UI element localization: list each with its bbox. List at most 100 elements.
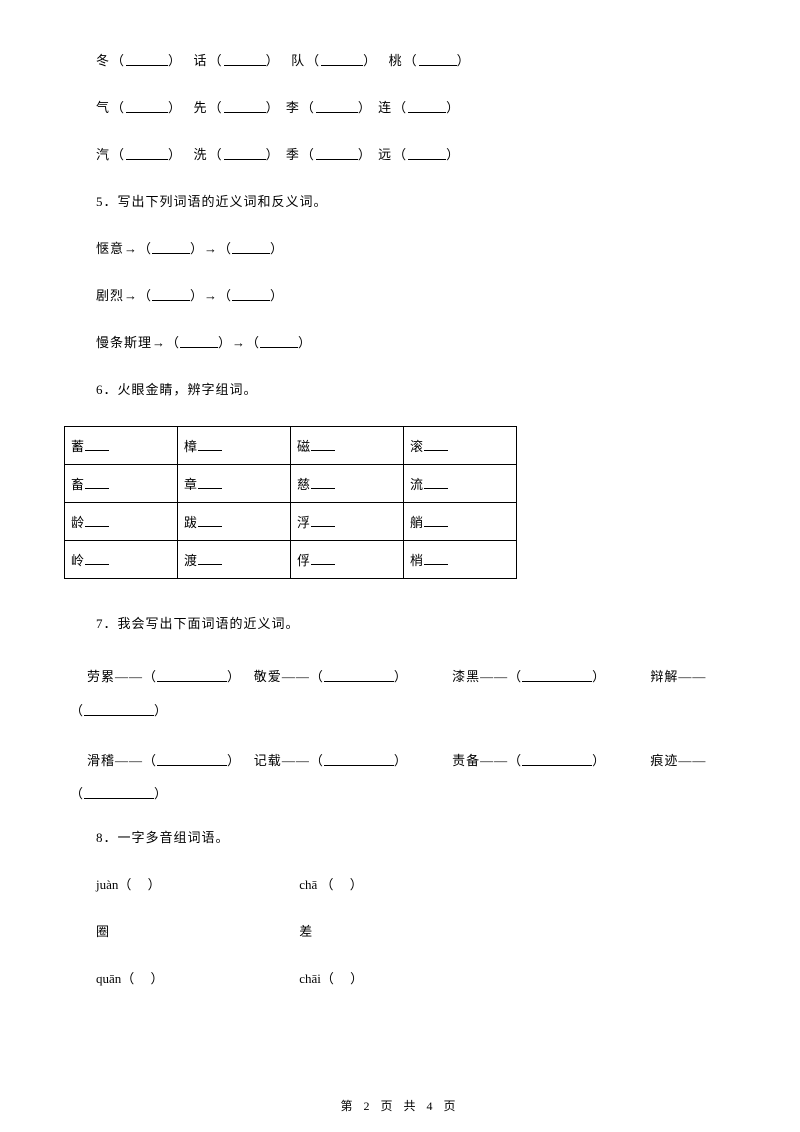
char-b: 先 — [194, 100, 209, 115]
cell-char: 流 — [410, 477, 424, 492]
blank[interactable] — [324, 668, 394, 682]
blank[interactable] — [419, 52, 457, 66]
blank[interactable] — [157, 668, 227, 682]
blank[interactable] — [316, 146, 358, 160]
table-cell: 樟 — [178, 427, 291, 465]
cell-char: 艄 — [410, 515, 424, 530]
blank[interactable] — [85, 438, 109, 451]
word: 痕迹 — [650, 753, 678, 768]
char-row: 冬（） 话（） 队（） 桃（） — [96, 50, 730, 69]
q6-table: 蓄 樟 磁 滚 畜 章 慈 流 龄 跋 浮 艄 岭 渡 俘 梢 — [64, 426, 517, 579]
blank[interactable] — [152, 287, 190, 301]
blank[interactable] — [424, 514, 448, 527]
pinyin: quān — [96, 971, 121, 986]
blank[interactable] — [224, 52, 266, 66]
q8-title: 8．一字多音组词语。 — [96, 827, 730, 846]
q5-item: 惬意→（）→（） — [96, 238, 730, 257]
cell-char: 俘 — [297, 553, 311, 568]
blank[interactable] — [408, 99, 446, 113]
q8-row: quān（ ） chāi（ ） — [96, 968, 730, 987]
blank[interactable] — [198, 552, 222, 565]
table-cell: 章 — [178, 465, 291, 503]
blank[interactable] — [85, 476, 109, 489]
blank[interactable] — [232, 287, 270, 301]
q7-row1: 劳累——（） 敬爱——（） 漆黑——（） 辩解——（） — [70, 660, 730, 728]
cell-char: 滚 — [410, 439, 424, 454]
blank[interactable] — [522, 752, 592, 766]
blank[interactable] — [198, 514, 222, 527]
q-title-text: ．我会写出下面词语的近义词。 — [104, 616, 300, 631]
table-row: 畜 章 慈 流 — [65, 465, 517, 503]
page-footer: 第 2 页 共 4 页 — [0, 1097, 800, 1114]
blank[interactable] — [311, 514, 335, 527]
word: 责备 — [452, 753, 480, 768]
char-row: 气（） 先（） 李（） 连（） — [96, 97, 730, 116]
table-cell: 畜 — [65, 465, 178, 503]
word: 辩解 — [650, 669, 678, 684]
char-a: 汽 — [96, 147, 111, 162]
cell-char: 樟 — [184, 439, 198, 454]
table-cell: 滚 — [404, 427, 517, 465]
blank[interactable] — [424, 476, 448, 489]
q6-title: 6．火眼金睛，辨字组词。 — [96, 379, 730, 398]
blank[interactable] — [126, 99, 168, 113]
blank[interactable] — [321, 52, 363, 66]
char-b: 话 — [194, 53, 209, 68]
blank[interactable] — [260, 334, 298, 348]
q5-item: 剧烈→（）→（） — [96, 285, 730, 304]
blank[interactable] — [224, 99, 266, 113]
table-cell: 浮 — [291, 503, 404, 541]
blank[interactable] — [522, 668, 592, 682]
table-cell: 慈 — [291, 465, 404, 503]
word: 敬爱 — [254, 669, 282, 684]
word: 漆黑 — [452, 669, 480, 684]
blank[interactable] — [180, 334, 218, 348]
table-cell: 俘 — [291, 541, 404, 579]
word: 滑稽 — [87, 753, 115, 768]
char-row: 汽（） 洗（） 季（） 远（） — [96, 144, 730, 163]
blank[interactable] — [85, 514, 109, 527]
blank[interactable] — [157, 752, 227, 766]
table-cell: 龄 — [65, 503, 178, 541]
blank[interactable] — [316, 99, 358, 113]
blank[interactable] — [84, 702, 154, 716]
q5-item: 慢条斯理→（）→（） — [96, 332, 730, 351]
char-d: 桃 — [389, 53, 404, 68]
footer-post: 页 — [444, 1099, 460, 1113]
q5-title: 5．写出下列词语的近义词和反义词。 — [96, 191, 730, 210]
cell-char: 畜 — [71, 477, 85, 492]
q-number: 7 — [96, 616, 104, 631]
blank[interactable] — [311, 438, 335, 451]
cell-char: 慈 — [297, 477, 311, 492]
footer-total-pages: 4 — [427, 1099, 437, 1113]
char-d: 连 — [378, 100, 393, 115]
blank[interactable] — [224, 146, 266, 160]
blank[interactable] — [324, 752, 394, 766]
blank[interactable] — [85, 552, 109, 565]
blank[interactable] — [232, 240, 270, 254]
blank[interactable] — [198, 438, 222, 451]
cell-char: 岭 — [71, 553, 85, 568]
char-d: 远 — [378, 147, 393, 162]
q-title-text: ．火眼金睛，辨字组词。 — [104, 382, 258, 397]
blank[interactable] — [126, 146, 168, 160]
word: 圈 — [96, 924, 109, 939]
blank[interactable] — [126, 52, 168, 66]
blank[interactable] — [311, 476, 335, 489]
table-cell: 岭 — [65, 541, 178, 579]
blank[interactable] — [84, 785, 154, 799]
blank[interactable] — [311, 552, 335, 565]
char-c: 季 — [286, 147, 301, 162]
pinyin: chāi — [299, 971, 321, 986]
q7-row2: 滑稽——（） 记载——（） 责备——（） 痕迹——（） — [70, 744, 730, 812]
cell-char: 渡 — [184, 553, 198, 568]
q-number: 8 — [96, 830, 104, 845]
blank[interactable] — [408, 146, 446, 160]
word: 慢条斯理 — [96, 335, 152, 350]
blank[interactable] — [424, 438, 448, 451]
blank[interactable] — [424, 552, 448, 565]
blank[interactable] — [152, 240, 190, 254]
table-row: 蓄 樟 磁 滚 — [65, 427, 517, 465]
q-number: 5 — [96, 194, 104, 209]
blank[interactable] — [198, 476, 222, 489]
